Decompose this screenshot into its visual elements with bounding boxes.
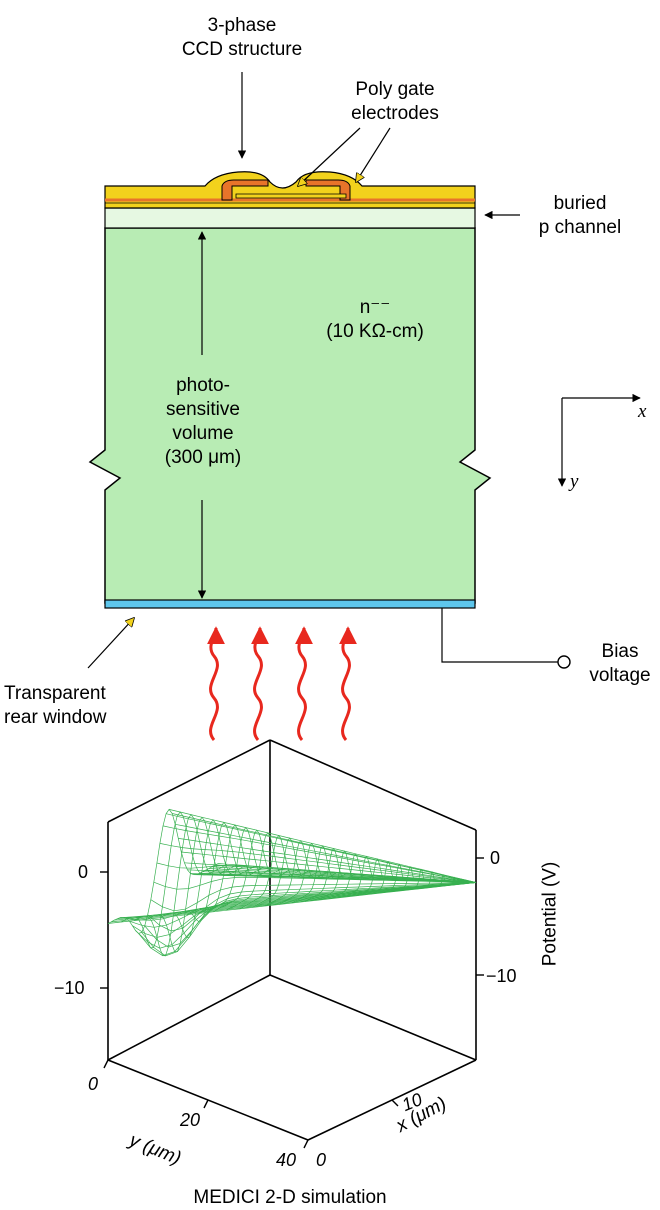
ccd-label: 3-phase CCD structure <box>150 14 334 62</box>
photo-label-line3: volume <box>172 423 234 444</box>
gate-oxide-layer <box>104 171 476 209</box>
poly-gate-label-line2: electrodes <box>351 103 439 124</box>
mesh-line <box>344 855 385 898</box>
mesh-line <box>239 834 311 910</box>
plot-ticks <box>100 857 484 1149</box>
buried-label-line2: p channel <box>538 217 622 238</box>
mesh-line <box>226 832 302 911</box>
mesh-line <box>107 808 219 934</box>
mesh-line <box>318 850 366 901</box>
y-tick-0: 0 <box>88 1074 99 1094</box>
bias-label-line2: voltage <box>589 665 651 686</box>
mesh-line <box>462 879 468 885</box>
material-label-line2: (10 KΩ-cm) <box>326 321 424 342</box>
transparent-window-label: Transparent rear window <box>4 682 106 730</box>
mesh-line <box>120 811 228 949</box>
poly-pointer-2 <box>356 127 391 182</box>
x-tick-0: 0 <box>316 1150 327 1170</box>
mesh-line <box>134 813 237 957</box>
light-ray-1 <box>206 626 225 741</box>
transparent-label-line1: Transparent <box>4 683 106 704</box>
mesh-line <box>199 827 283 914</box>
mesh-line <box>291 845 348 904</box>
photo-label-line2: sensitive <box>166 399 240 420</box>
mesh-line <box>331 853 375 899</box>
mesh-line <box>212 829 292 913</box>
plot-box <box>107 739 477 1141</box>
right-tick-top: 0 <box>490 848 501 868</box>
mesh-line <box>449 876 458 886</box>
transparent-label-line2: rear window <box>4 707 107 728</box>
mesh-line <box>160 819 256 938</box>
mesh-line <box>147 816 246 952</box>
mesh-line <box>132 882 477 938</box>
mesh-line <box>186 824 274 916</box>
mesh-line <box>370 861 403 895</box>
light-ray-3 <box>294 626 313 741</box>
material-label-line1: n⁻⁻ <box>359 297 391 318</box>
left-tick-top: 0 <box>78 862 89 882</box>
mesh-line <box>436 874 449 888</box>
buried-label-line1: buried <box>553 193 607 214</box>
mesh-line <box>144 882 477 948</box>
right-tick-bottom: −10 <box>486 966 517 986</box>
light-ray-4 <box>338 626 357 741</box>
photosensitive-label: photo- sensitive volume (300 μm) <box>140 374 266 470</box>
mesh-line <box>265 840 329 907</box>
mesh-line <box>173 821 265 923</box>
bias-wire <box>441 608 558 663</box>
poly-gate-bridge <box>235 193 347 199</box>
mesh-line <box>423 871 440 889</box>
axis-x-label: x <box>638 401 647 422</box>
y-tick-40: 40 <box>276 1150 297 1170</box>
ccd-label-line1: 3-phase <box>207 15 277 36</box>
mesh-line <box>357 858 394 897</box>
buried-channel-layer <box>104 207 476 229</box>
window-pointer <box>87 618 134 669</box>
mesh-line <box>252 837 320 908</box>
mesh-line <box>304 847 357 902</box>
left-tick-bottom: −10 <box>54 978 85 998</box>
poly-gate-label-line1: Poly gate <box>355 79 435 100</box>
mesh-line <box>396 866 421 892</box>
bias-terminal <box>557 655 571 669</box>
bias-label-line1: Bias <box>601 641 639 662</box>
caption: MEDICI 2-D simulation <box>193 1187 387 1208</box>
potential-mesh <box>107 808 477 957</box>
poly-gate-left <box>221 179 269 201</box>
bias-voltage-label: Bias voltage <box>580 640 660 688</box>
potential-axis-label: Potential (V) <box>539 861 561 967</box>
material-label: n⁻⁻ (10 KΩ-cm) <box>300 296 450 344</box>
mesh-line <box>410 868 431 891</box>
y-tick-20: 20 <box>180 1110 201 1130</box>
axis-y-label: y <box>570 471 579 492</box>
photo-label-line1: photo- <box>176 375 230 396</box>
poly-gate-right <box>305 179 351 201</box>
mesh-line <box>278 842 338 905</box>
poly-pointer-1 <box>298 127 361 186</box>
buried-channel-label: buried p channel <box>520 192 640 240</box>
poly-gate-label: Poly gate electrodes <box>330 78 460 126</box>
photo-label-line4: (300 μm) <box>164 447 242 468</box>
ccd-label-line2: CCD structure <box>181 39 303 60</box>
light-ray-2 <box>250 626 269 741</box>
light-rays <box>206 626 357 741</box>
rear-window-layer <box>104 599 476 609</box>
